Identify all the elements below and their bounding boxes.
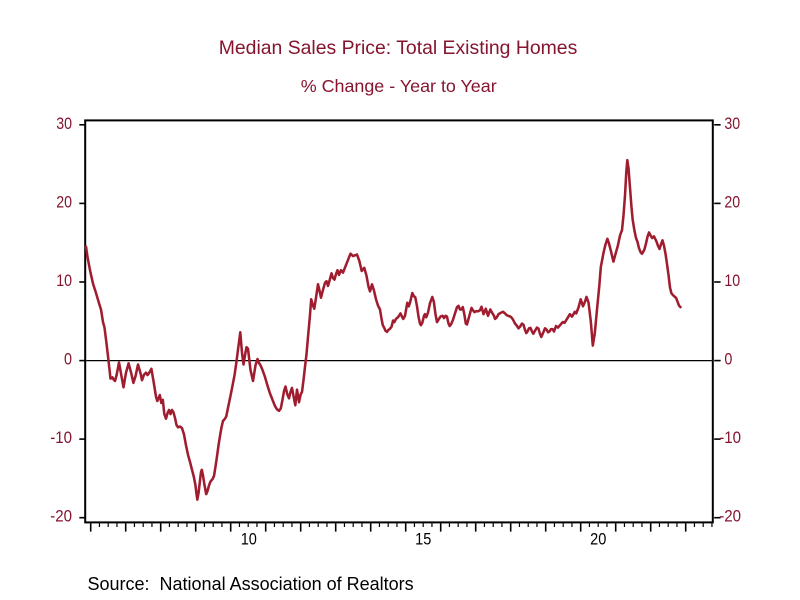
svg-text:-10: -10 — [50, 428, 72, 447]
svg-text:% Change - Year to Year: % Change - Year to Year — [301, 76, 497, 96]
svg-text:-20: -20 — [719, 507, 741, 526]
svg-text:0: 0 — [724, 350, 732, 369]
svg-text:10: 10 — [56, 271, 72, 290]
svg-text:10: 10 — [724, 271, 740, 290]
svg-text:Median Sales Price: Total Exis: Median Sales Price: Total Existing Homes — [219, 37, 578, 59]
svg-text:10: 10 — [241, 530, 257, 549]
svg-text:15: 15 — [415, 530, 431, 549]
svg-text:30: 30 — [56, 114, 72, 133]
svg-text:20: 20 — [724, 192, 740, 211]
svg-text:20: 20 — [590, 530, 606, 549]
svg-text:0: 0 — [64, 350, 72, 369]
svg-text:-20: -20 — [50, 507, 72, 526]
svg-text:30: 30 — [724, 114, 740, 133]
svg-text:-10: -10 — [719, 428, 741, 447]
svg-text:Source: National Association: Source: National Association of Realtors — [88, 574, 414, 594]
svg-text:20: 20 — [56, 192, 72, 211]
